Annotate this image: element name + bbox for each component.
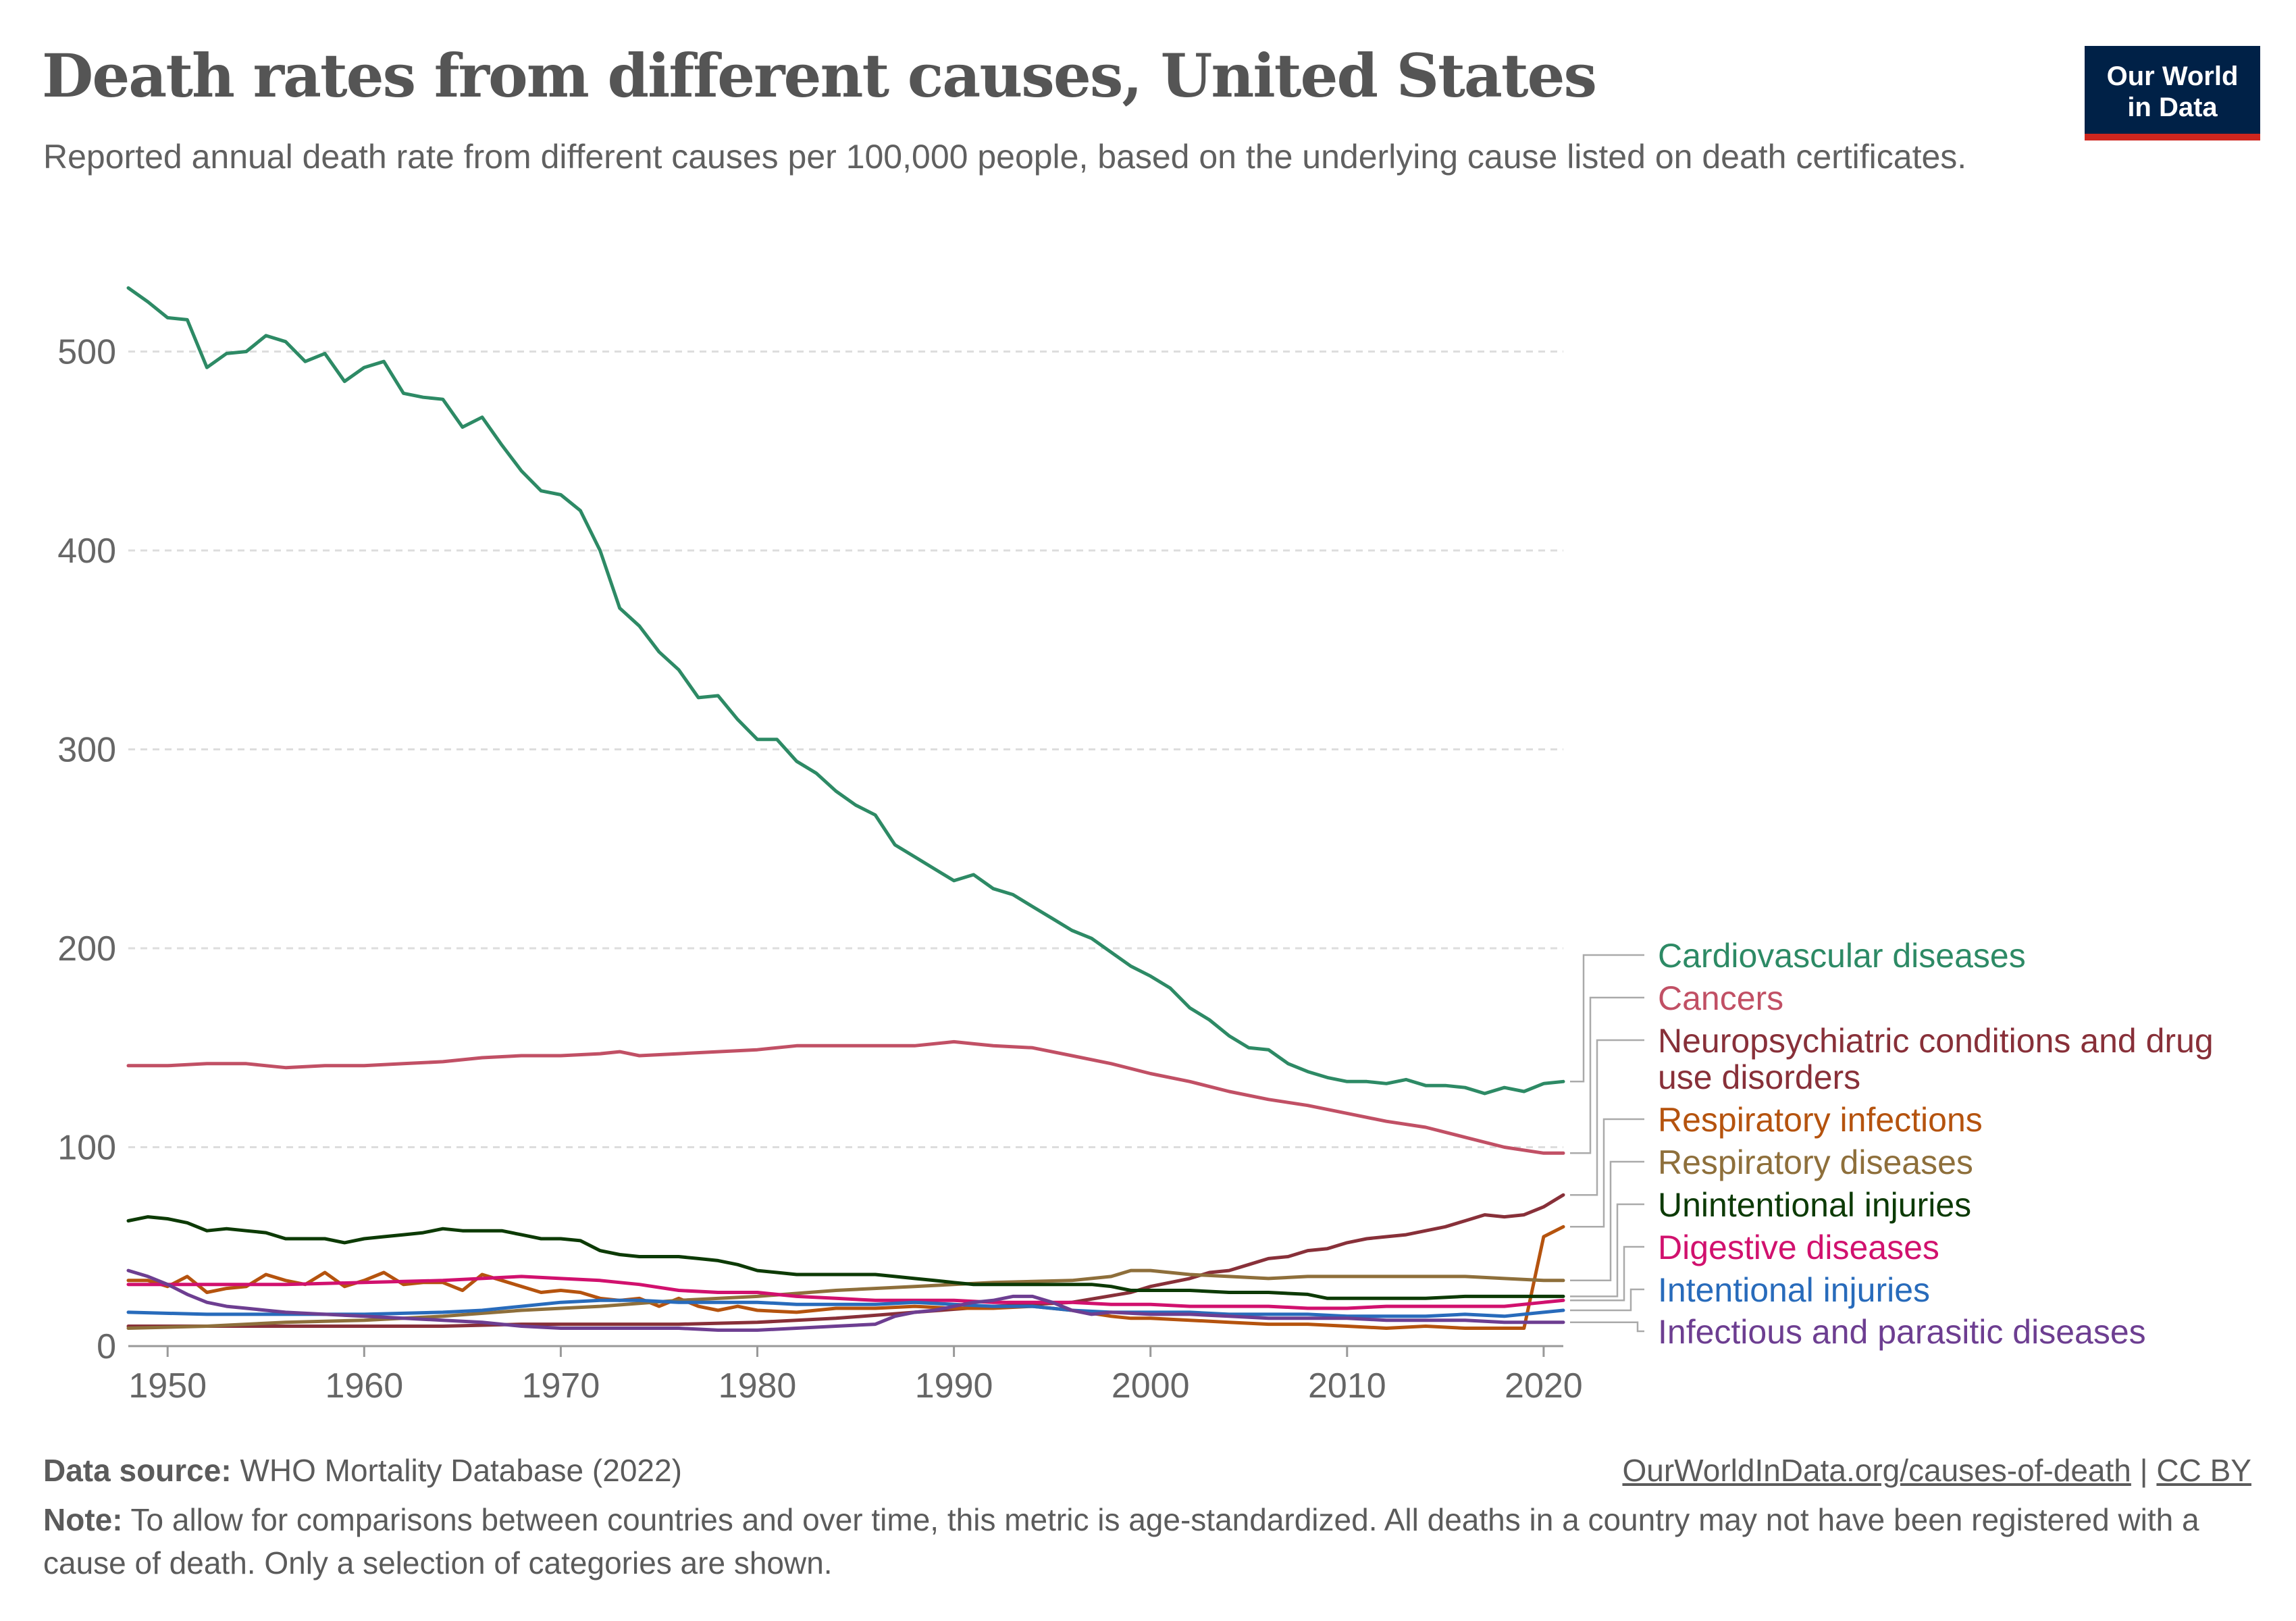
- y-tick-label-100: 100: [57, 1129, 116, 1168]
- series-label: Respiratory infections: [1658, 1101, 1983, 1139]
- y-tick-label-400: 400: [57, 532, 116, 571]
- x-tick-label-1970: 1970: [522, 1366, 600, 1406]
- x-tick-label-2000: 2000: [1112, 1366, 1190, 1406]
- x-tick-label-2010: 2010: [1308, 1366, 1386, 1406]
- note-label: Note:: [43, 1502, 123, 1537]
- logo-line-1: Our World: [2106, 61, 2239, 91]
- license-link[interactable]: CC BY: [2156, 1453, 2251, 1488]
- series-label: Infectious and parasitic diseases: [1658, 1313, 2146, 1351]
- y-tick-label-0: 0: [97, 1327, 116, 1366]
- series-label: Unintentional injuries: [1658, 1186, 1971, 1224]
- data-source: Data source: WHO Mortality Database (202…: [43, 1452, 682, 1489]
- label-connector: [1570, 996, 1644, 1154]
- series-labels: Cardiovascular diseases Cancers Neuropsych…: [1570, 937, 2214, 1351]
- data-source-label: Data source:: [43, 1453, 232, 1488]
- chart-subtitle: Reported annual death rate from differen…: [43, 138, 1967, 176]
- x-tick-label-1980: 1980: [719, 1366, 797, 1406]
- data-source-text: WHO Mortality Database (2022): [240, 1453, 682, 1488]
- series-label: Cardiovascular diseases: [1658, 937, 2026, 975]
- series-label: Intentional injuries: [1658, 1271, 1930, 1309]
- series-label: Neuropsychiatric conditions and drug: [1658, 1022, 2214, 1060]
- link-separator: |: [2139, 1453, 2157, 1488]
- logo-line-2: in Data: [2127, 93, 2218, 122]
- line-chart: 0 100 200 300 400 500 1950 1960 1970 1980 1990 2000…: [57, 286, 2214, 1406]
- series-line-unintentional-injuries[interactable]: [126, 1215, 1565, 1300]
- label-connector: [1570, 954, 1644, 1083]
- label-connector: [1570, 1039, 1644, 1196]
- label-connector: [1570, 1118, 1644, 1228]
- owid-logo[interactable]: Our World in Data: [2085, 46, 2260, 140]
- series-line-cancers[interactable]: [126, 1039, 1565, 1155]
- x-tick-label-1950: 1950: [128, 1366, 207, 1406]
- axes: 0 100 200 300 400 500 1950 1960 1970 1980 1990 2000…: [57, 333, 1582, 1406]
- chart-title: Death rates from different causes, Unite…: [42, 41, 1597, 111]
- source-link[interactable]: OurWorldInData.org/causes-of-death: [1622, 1453, 2131, 1488]
- series-line-cardiovascular-diseases[interactable]: [126, 286, 1565, 1096]
- label-connector: [1570, 1288, 1644, 1312]
- y-tick-label-200: 200: [57, 929, 116, 969]
- series-line-intentional-injuries[interactable]: [126, 1298, 1565, 1318]
- chart-note: Note: To allow for comparisons between c…: [43, 1498, 2245, 1585]
- series-label: Respiratory diseases: [1658, 1143, 1973, 1181]
- series-line-respiratory-diseases[interactable]: [126, 1268, 1565, 1330]
- series-line-infectious-and-parasitic-diseases[interactable]: [126, 1268, 1565, 1332]
- y-tick-label-500: 500: [57, 333, 116, 372]
- series-line-neuropsychiatric-conditions-and-drug-use-disorders[interactable]: [126, 1193, 1565, 1328]
- series-label: Digestive diseases: [1658, 1229, 1939, 1266]
- x-tick-label-1990: 1990: [915, 1366, 993, 1406]
- x-tick-label-1960: 1960: [325, 1366, 403, 1406]
- footer-links: OurWorldInData.org/causes-of-death | CC …: [1622, 1452, 2251, 1489]
- y-tick-label-300: 300: [57, 731, 116, 770]
- label-connector: [1570, 1321, 1644, 1333]
- series-line-digestive-diseases[interactable]: [126, 1275, 1565, 1310]
- grid-lines: [128, 351, 1563, 1148]
- series-lines[interactable]: [126, 286, 1565, 1332]
- label-connector: [1570, 1160, 1644, 1282]
- series-label: use disorders: [1658, 1058, 1860, 1096]
- note-text: To allow for comparisons between countri…: [43, 1502, 2199, 1580]
- label-connector: [1570, 1203, 1644, 1297]
- series-label: Cancers: [1658, 979, 1783, 1017]
- x-tick-label-2020: 2020: [1505, 1366, 1583, 1406]
- label-connector: [1570, 1245, 1644, 1302]
